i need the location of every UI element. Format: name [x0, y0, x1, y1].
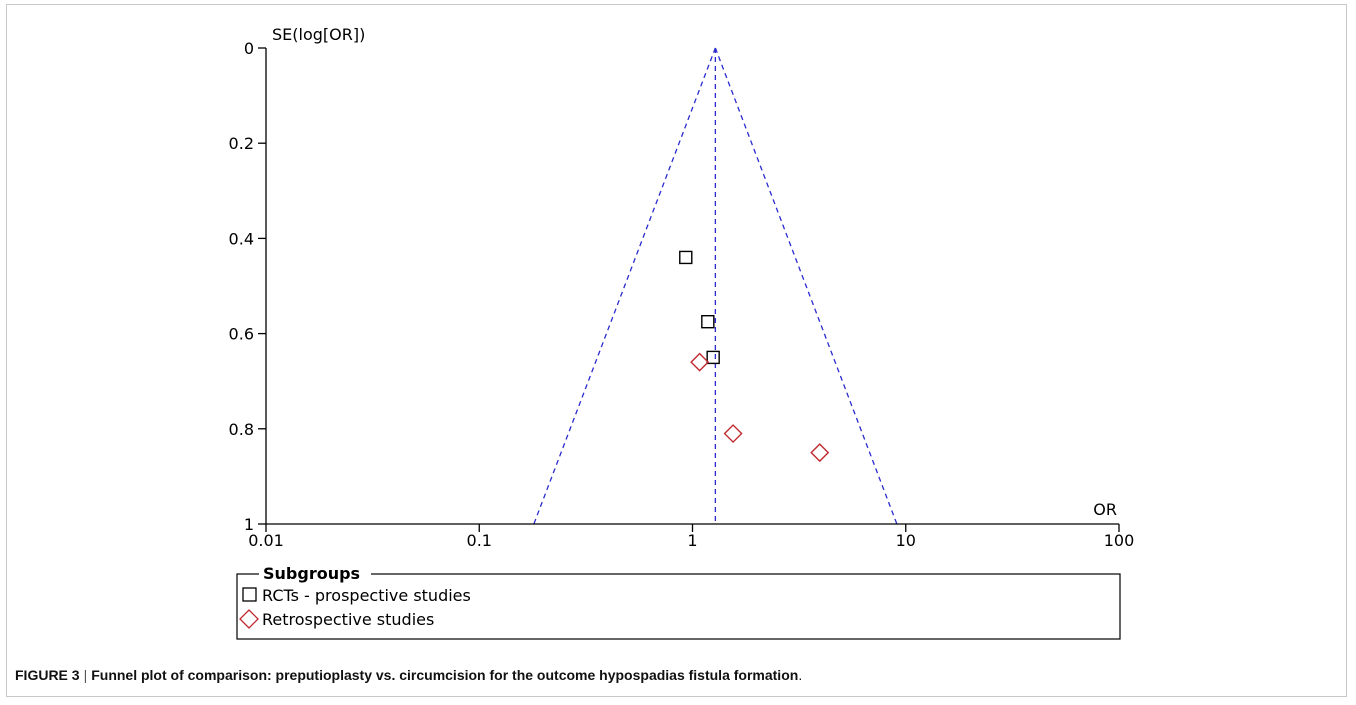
legend-entry-label: Retrospective studies — [262, 610, 434, 629]
retrospective-point — [690, 352, 710, 372]
legend-title: Subgroups — [263, 564, 360, 583]
retrospective-point — [810, 443, 830, 463]
figure-frame — [6, 4, 1347, 697]
caption-end: . — [798, 667, 803, 683]
legend-title-bg — [259, 564, 371, 584]
figure-caption: FIGURE 3 | Funnel plot of comparison: prep… — [15, 667, 802, 683]
legend-box — [236, 573, 1121, 640]
legend-diamond-icon — [239, 609, 259, 629]
rct-point — [701, 315, 715, 329]
x-tick-label: 1 — [687, 531, 697, 550]
rct-point — [706, 350, 720, 365]
funnel-right-line — [714, 47, 898, 525]
y-tick-label: 0 — [244, 39, 254, 58]
x-tick-label: 0.1 — [467, 531, 492, 550]
legend-square-icon — [242, 587, 257, 602]
x-tick-label: 100 — [1104, 531, 1135, 550]
x-axis-label: OR — [1093, 500, 1117, 519]
caption-label: FIGURE 3 — [15, 667, 80, 683]
y-tick-label: 0.2 — [229, 134, 254, 153]
y-tick-label: 0.8 — [229, 420, 254, 439]
y-tick-label: 1 — [244, 515, 254, 534]
funnel-left-line — [533, 47, 716, 525]
rct-point — [679, 250, 693, 265]
retrospective-point — [723, 424, 743, 444]
x-tick-label: 10 — [896, 531, 916, 550]
y-tick-label: 0.6 — [229, 325, 254, 344]
caption-text: Funnel plot of comparison: preputioplast… — [91, 667, 799, 683]
y-axis-label: SE(log[OR]) — [272, 25, 365, 44]
legend-entry-label: RCTs - prospective studies — [262, 586, 471, 605]
y-tick-label: 0.4 — [229, 229, 254, 248]
x-tick-label: 0.01 — [248, 531, 284, 550]
caption-separator: | — [83, 667, 88, 683]
